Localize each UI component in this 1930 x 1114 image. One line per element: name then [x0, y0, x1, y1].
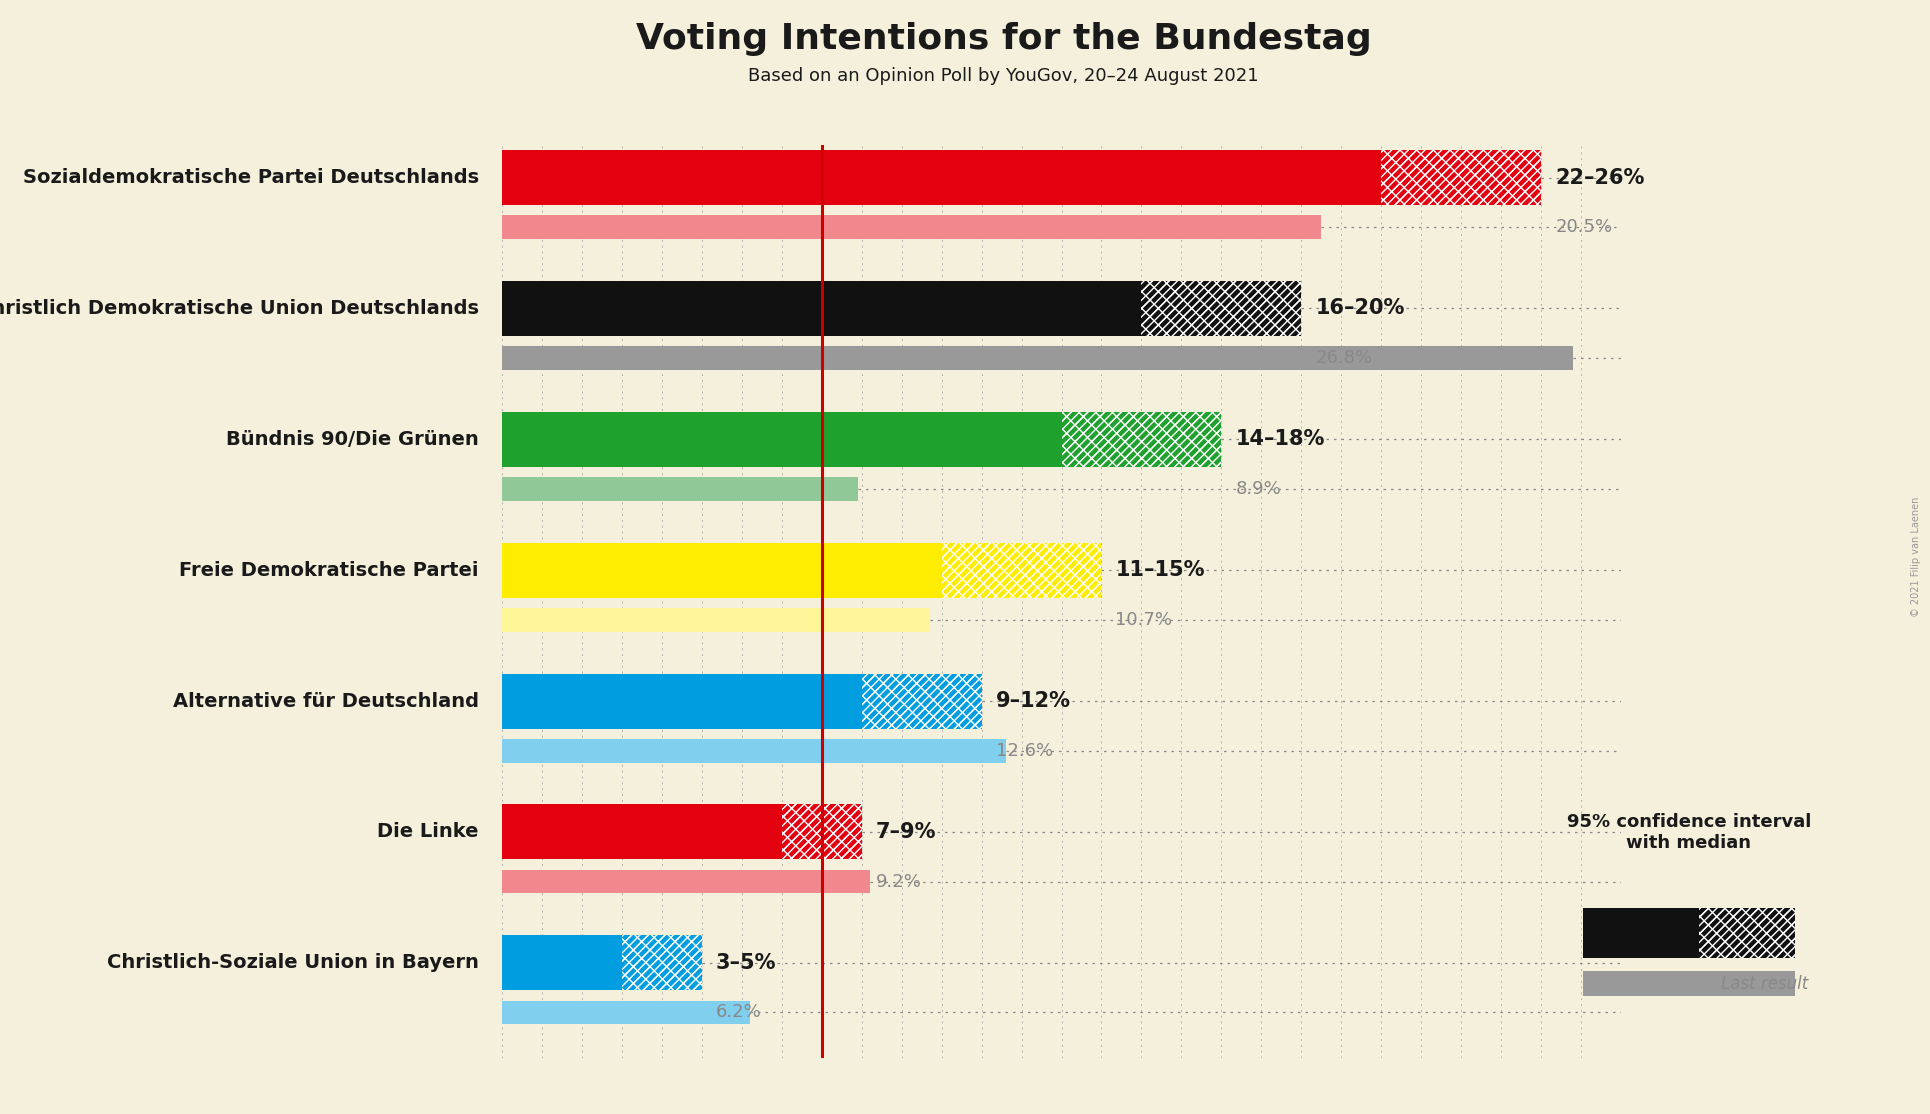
Text: Sozialdemokratische Partei Deutschlands: Sozialdemokratische Partei Deutschlands: [23, 168, 479, 187]
Text: Voting Intentions for the Bundestag: Voting Intentions for the Bundestag: [635, 22, 1372, 56]
Bar: [502, 150, 1382, 205]
Bar: [502, 412, 1062, 467]
Bar: [1698, 908, 1795, 958]
Bar: [502, 804, 782, 859]
Bar: [502, 936, 621, 990]
Text: Based on an Opinion Poll by YouGov, 20–24 August 2021: Based on an Opinion Poll by YouGov, 20–2…: [749, 67, 1258, 85]
Bar: [1382, 150, 1542, 205]
Bar: [502, 543, 942, 597]
Text: Christlich Demokratische Union Deutschlands: Christlich Demokratische Union Deutschla…: [0, 299, 479, 317]
Bar: [1062, 412, 1222, 467]
Bar: [1698, 908, 1795, 958]
Bar: [502, 477, 857, 501]
Bar: [861, 674, 982, 729]
Text: 16–20%: 16–20%: [1316, 299, 1405, 319]
Bar: [502, 739, 1006, 762]
Bar: [1583, 908, 1698, 958]
Bar: [942, 543, 1102, 597]
Text: 6.2%: 6.2%: [716, 1004, 762, 1022]
Bar: [621, 936, 703, 990]
Bar: [502, 870, 870, 893]
Bar: [861, 674, 982, 729]
Bar: [502, 281, 1141, 336]
Bar: [942, 543, 1102, 597]
Bar: [1382, 150, 1542, 205]
Text: 11–15%: 11–15%: [1116, 560, 1204, 580]
Text: 10.7%: 10.7%: [1116, 610, 1172, 629]
Bar: [502, 674, 861, 729]
Bar: [1141, 281, 1301, 336]
Text: Last result: Last result: [1722, 975, 1808, 993]
Text: © 2021 Filip van Laenen: © 2021 Filip van Laenen: [1911, 497, 1922, 617]
Bar: [782, 804, 861, 859]
Text: Die Linke: Die Linke: [376, 822, 479, 841]
Text: Freie Demokratische Partei: Freie Demokratische Partei: [179, 560, 479, 579]
Bar: [502, 346, 1573, 370]
Text: 14–18%: 14–18%: [1235, 429, 1324, 449]
Text: 9–12%: 9–12%: [996, 691, 1071, 711]
Bar: [1141, 281, 1301, 336]
Text: Bündnis 90/Die Grünen: Bündnis 90/Die Grünen: [226, 430, 479, 449]
Bar: [502, 608, 930, 632]
Text: 26.8%: 26.8%: [1316, 349, 1372, 368]
Bar: [502, 215, 1322, 240]
Bar: [621, 936, 703, 990]
Text: 20.5%: 20.5%: [1556, 218, 1612, 236]
Text: 3–5%: 3–5%: [716, 952, 776, 973]
Bar: [1062, 412, 1222, 467]
Text: Christlich-Soziale Union in Bayern: Christlich-Soziale Union in Bayern: [106, 954, 479, 973]
Text: 8.9%: 8.9%: [1235, 480, 1282, 498]
Text: Alternative für Deutschland: Alternative für Deutschland: [172, 692, 479, 711]
Text: 95% confidence interval
with median: 95% confidence interval with median: [1567, 813, 1810, 852]
Text: 22–26%: 22–26%: [1556, 167, 1644, 187]
Bar: [502, 1000, 749, 1024]
Text: 9.2%: 9.2%: [876, 872, 921, 890]
Bar: [782, 804, 861, 859]
Text: 7–9%: 7–9%: [876, 822, 936, 842]
Text: 12.6%: 12.6%: [996, 742, 1052, 760]
